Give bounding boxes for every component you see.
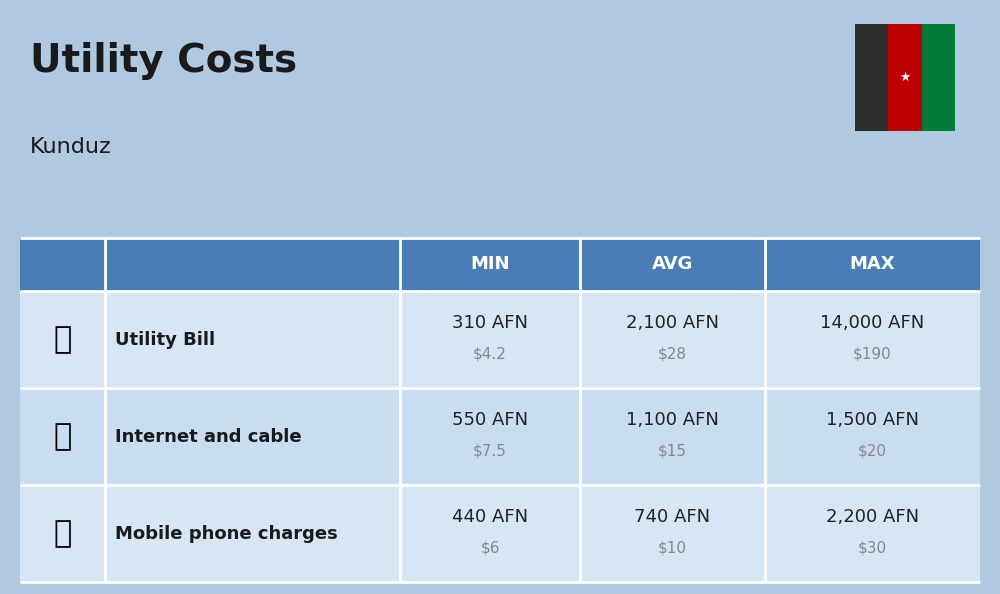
Text: 📶: 📶 xyxy=(53,422,72,451)
FancyBboxPatch shape xyxy=(888,24,922,131)
Text: $4.2: $4.2 xyxy=(473,347,507,362)
Text: 740 AFN: 740 AFN xyxy=(634,508,711,526)
Text: Utility Costs: Utility Costs xyxy=(30,42,297,80)
Text: AVG: AVG xyxy=(652,255,693,273)
Text: 310 AFN: 310 AFN xyxy=(452,314,528,332)
Text: Kunduz: Kunduz xyxy=(30,137,112,157)
Text: 14,000 AFN: 14,000 AFN xyxy=(820,314,925,332)
Text: 1,500 AFN: 1,500 AFN xyxy=(826,411,919,429)
Text: ★: ★ xyxy=(899,71,911,84)
Text: 🔧: 🔧 xyxy=(53,325,72,354)
Text: $15: $15 xyxy=(658,444,687,459)
Text: Utility Bill: Utility Bill xyxy=(115,331,215,349)
Text: 440 AFN: 440 AFN xyxy=(452,508,528,526)
Text: 550 AFN: 550 AFN xyxy=(452,411,528,429)
Text: MAX: MAX xyxy=(850,255,895,273)
FancyBboxPatch shape xyxy=(20,485,980,582)
Text: $7.5: $7.5 xyxy=(473,444,507,459)
Text: $190: $190 xyxy=(853,347,892,362)
Text: Internet and cable: Internet and cable xyxy=(115,428,302,446)
FancyBboxPatch shape xyxy=(20,238,980,291)
Text: 2,100 AFN: 2,100 AFN xyxy=(626,314,719,332)
FancyBboxPatch shape xyxy=(20,291,980,388)
Text: $28: $28 xyxy=(658,347,687,362)
Text: $20: $20 xyxy=(858,444,887,459)
Text: MIN: MIN xyxy=(470,255,510,273)
FancyBboxPatch shape xyxy=(922,24,955,131)
Text: $30: $30 xyxy=(858,541,887,556)
FancyBboxPatch shape xyxy=(20,388,980,485)
Text: Mobile phone charges: Mobile phone charges xyxy=(115,525,338,542)
Text: 2,200 AFN: 2,200 AFN xyxy=(826,508,919,526)
FancyBboxPatch shape xyxy=(855,24,888,131)
Text: 📱: 📱 xyxy=(53,519,72,548)
Text: 1,100 AFN: 1,100 AFN xyxy=(626,411,719,429)
Text: $6: $6 xyxy=(480,541,500,556)
Text: $10: $10 xyxy=(658,541,687,556)
